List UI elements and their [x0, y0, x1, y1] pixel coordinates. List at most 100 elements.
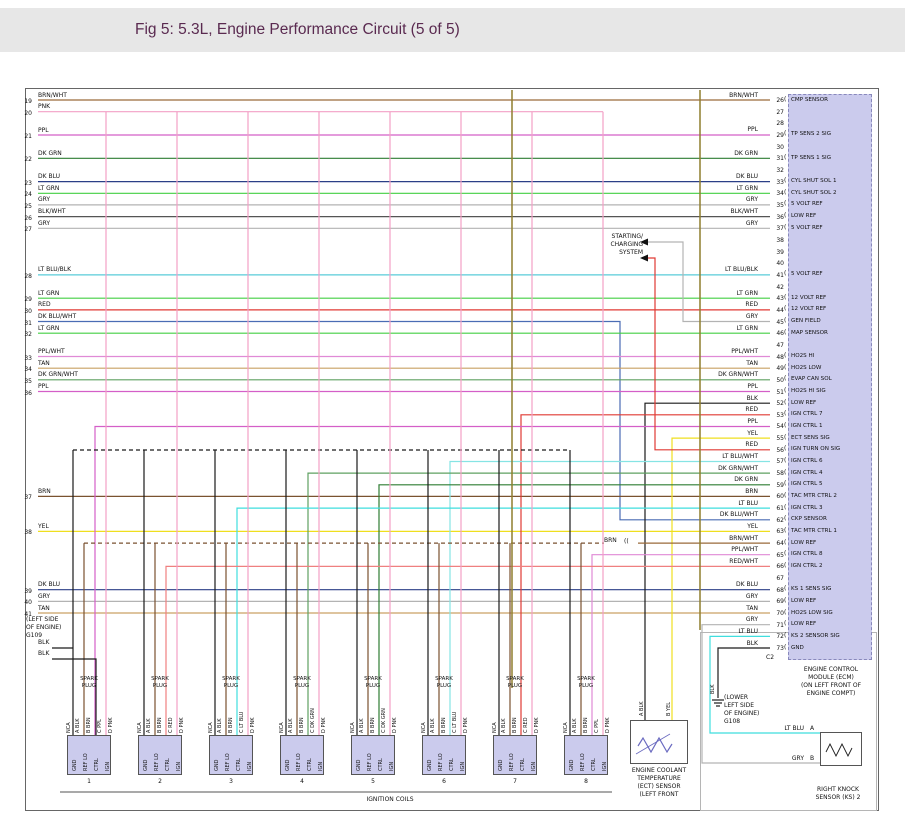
connector-bracket: (	[784, 398, 787, 406]
starting-charging-label: STARTING/ CHARGING SYSTEM	[610, 233, 643, 257]
coil-pin-label: CTRL	[307, 758, 313, 771]
ecm-wire-label: BLK/WHT	[730, 208, 758, 216]
coil-top-label: D PNK	[179, 717, 185, 733]
splice-mark: ((	[624, 538, 629, 545]
ignition-coil-2	[138, 735, 182, 775]
left-pin-number: 27	[24, 226, 32, 234]
wire	[236, 507, 770, 735]
coil-top-label: A BLK	[75, 718, 81, 733]
left-pin-number: 38	[24, 529, 32, 537]
left-wire-label: DK BLU	[38, 173, 61, 181]
left-pin-number: 29	[24, 296, 32, 304]
ecm-wire-label: DK BLU	[735, 581, 758, 589]
wire	[648, 257, 770, 451]
ecm-pin-number: 36	[776, 213, 784, 221]
connector-bracket: (	[784, 177, 787, 185]
coil-pin-label: GND	[143, 759, 149, 771]
ecm-caption: ENGINE CONTROL MODULE (ECM) (ON LEFT FRO…	[800, 666, 862, 698]
coil-pin-label: CTRL	[165, 758, 171, 771]
ecm-wire-label: DK GRN/WHT	[718, 371, 758, 379]
ecm-wire-label: DK GRN/WHT	[718, 464, 758, 472]
ecm-signal-label: ECT SENS SIG	[791, 434, 830, 441]
wire	[701, 624, 820, 764]
coil-pin-label: IGN	[247, 761, 253, 771]
ecm-wire-label: GRY	[745, 592, 758, 600]
ecm-wire-label: DK BLU/WHT	[719, 511, 758, 519]
spark-plug-label: SPARK PLUG	[577, 676, 595, 690]
wire	[307, 472, 770, 735]
coil-top-label: C LT BLU	[239, 711, 245, 733]
ecm-pin-number: 61	[776, 505, 784, 513]
left-wire-label: BLK/WHT	[38, 208, 66, 216]
splice-wire-label: BRN	[604, 537, 617, 544]
ecm-pin-number: 41	[776, 271, 784, 279]
coil-pin-label: GND	[214, 759, 220, 771]
left-pin-number: 28	[24, 272, 32, 280]
connector-bracket: (	[784, 585, 787, 593]
coil-pin-label: GND	[498, 759, 504, 771]
left-wire-label: DK BLU	[38, 581, 61, 589]
ignition-coil-3	[209, 735, 253, 775]
ecm-pin-number: 60	[776, 493, 784, 501]
coil-top-label: A BLK	[217, 718, 223, 733]
g109-label: (LEFT SIDE OF ENGINE) G109	[26, 616, 62, 640]
ecm-signal-label: TAC MTR CTRL 1	[791, 527, 837, 534]
g109-wire-1: BLK	[38, 639, 50, 646]
coil-pin-label: REF LO	[580, 753, 586, 771]
ecm-signal-label: HO2S HI SIG	[791, 388, 826, 394]
ecm-wire-label: GRY	[745, 219, 758, 227]
ecm-wire-label: YEL	[747, 429, 758, 437]
coil-number: 3	[229, 778, 233, 785]
left-pin-number: 39	[24, 587, 32, 595]
wire	[709, 635, 820, 734]
coil-top-label: B BRN	[583, 717, 589, 733]
coil-top-label: C PPL	[594, 719, 600, 733]
ecm-wire-label: LT GRN	[736, 184, 758, 192]
left-pin-number: 21	[24, 133, 32, 140]
wire	[717, 647, 770, 698]
connector-bracket: (	[784, 538, 787, 546]
connector-bracket: (	[784, 608, 787, 616]
left-wire-label: RED	[38, 301, 51, 309]
ecm-pin-number: 70	[776, 610, 784, 618]
ecm-signal-label: CYL SHUT SOL 1	[791, 178, 837, 185]
left-wire-label: PPL	[38, 383, 49, 390]
coil-top-label: C PPL	[97, 719, 103, 733]
ecm-pin-number: 35	[776, 201, 784, 209]
ecm-signal-label: 5 VOLT REF	[791, 201, 823, 208]
left-wire-label: LT GRN	[38, 289, 60, 297]
connector-bracket: (	[784, 620, 787, 628]
ecm-pin-number: 27	[776, 108, 784, 116]
connector-bracket: (	[784, 515, 787, 523]
ecm-pin-number: 51	[776, 388, 784, 396]
ecm-signal-label: IGN CTRL 1	[791, 422, 823, 429]
connector-bracket: (	[784, 480, 787, 488]
left-pin-number: 41	[24, 611, 32, 618]
ecm-wire-label: GRY	[745, 616, 758, 624]
coil-top-label: B BRN	[228, 717, 234, 733]
connector-bracket: (	[784, 352, 787, 360]
left-wire-label: PPL	[38, 126, 49, 134]
wire	[637, 736, 673, 754]
left-pin-number: 33	[24, 354, 32, 362]
ecm-wire-label: PPL/WHT	[731, 348, 758, 356]
coil-top-label: D PNK	[463, 717, 469, 733]
coil-pin-label: CTRL	[236, 758, 242, 771]
coil-number: 5	[371, 778, 375, 785]
ecm-connector-box	[788, 94, 872, 660]
ecm-signal-label: IGN CTRL 4	[791, 469, 823, 476]
coil-top-label: NCA	[279, 722, 285, 733]
ecm-signal-label: CKP SENSOR	[791, 516, 827, 523]
ecm-wire-label: RED	[745, 406, 758, 414]
coil-pin-label: IGN	[105, 761, 111, 771]
coil-top-label: C RED	[523, 717, 529, 733]
spark-plug-label: SPARK PLUG	[151, 676, 169, 690]
ecm-wire-label: GRY	[745, 313, 758, 321]
coil-pin-label: REF LO	[154, 753, 160, 771]
ecm-pin-number: 37	[776, 225, 784, 233]
coil-top-label: B BRN	[86, 717, 92, 733]
connector-bracket: (	[784, 433, 787, 441]
ecm-wire-label: DK GRN	[734, 476, 758, 484]
wire	[38, 320, 770, 521]
